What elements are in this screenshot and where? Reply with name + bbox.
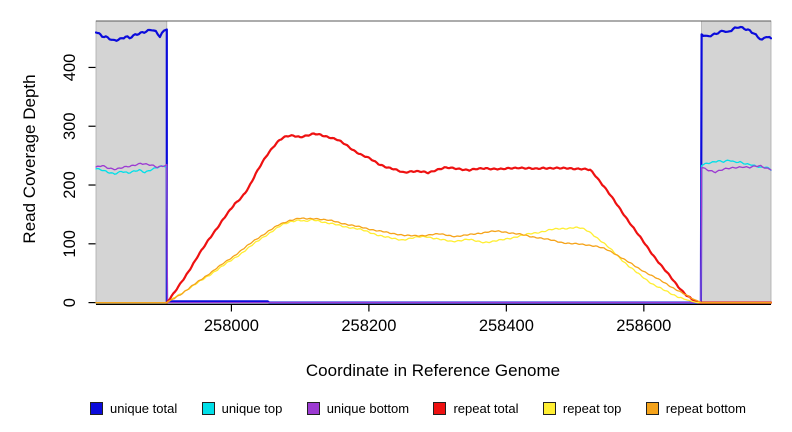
y-tick-label: 200 — [61, 171, 79, 199]
legend-label: unique top — [221, 400, 283, 416]
y-tick-label: 100 — [61, 230, 79, 258]
legend-item-unique-total: unique total — [90, 401, 177, 416]
legend-item-repeat-top: repeat top — [542, 400, 622, 416]
legend-label: unique total — [110, 400, 178, 416]
legend-item-unique-bottom: unique bottom — [306, 400, 410, 416]
x-axis-title: Coordinate in Reference Genome — [305, 361, 561, 380]
series-line-repeat-bottom — [95, 217, 772, 304]
legend-swatch — [201, 401, 215, 415]
legend-label: repeat bottom — [665, 400, 746, 416]
series-line-unique-total — [95, 25, 772, 304]
x-tick-label: 258000 — [204, 317, 259, 335]
y-axis-title: Read Coverage Depth — [20, 74, 39, 244]
y-tick-label: 0 — [61, 298, 79, 307]
legend-swatch — [645, 401, 659, 415]
x-tick-label: 258400 — [479, 317, 534, 335]
y-tick-label: 400 — [61, 54, 79, 82]
legend-swatch — [542, 401, 556, 415]
legend: unique total unique top unique bottom repea… — [90, 397, 746, 419]
x-tick-label: 258600 — [616, 317, 671, 335]
legend-swatch — [433, 401, 447, 415]
shaded-region-unique-flank-left — [95, 20, 168, 305]
legend-item-repeat-total: repeat total — [433, 400, 519, 416]
legend-swatch — [90, 401, 103, 415]
legend-label: repeat top — [562, 400, 622, 416]
legend-item-repeat-bottom: repeat bottom — [645, 400, 746, 416]
series-line-unique-bottom — [95, 162, 772, 304]
legend-item-unique-top: unique top — [201, 400, 283, 416]
legend-swatch — [306, 401, 320, 415]
legend-label: repeat total — [453, 400, 519, 416]
series-line-repeat-top — [95, 218, 772, 304]
series-line-repeat-total — [165, 132, 772, 304]
legend-label: unique bottom — [326, 400, 410, 416]
y-tick-label: 300 — [61, 112, 79, 140]
x-tick-label: 258200 — [341, 317, 396, 335]
